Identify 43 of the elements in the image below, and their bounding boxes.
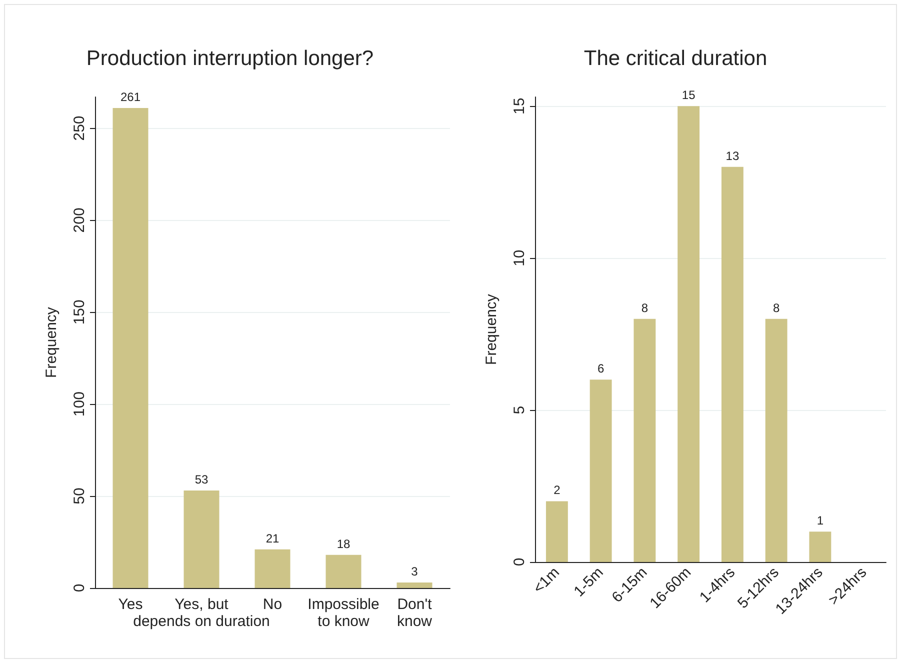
y-axis-title: Frequency [43, 306, 60, 378]
y-tick-label: 250 [71, 116, 88, 141]
bar [765, 318, 788, 562]
data-label: 13 [726, 148, 740, 163]
y-tick-label: 150 [71, 300, 88, 325]
bar [326, 554, 362, 588]
x-tick-label: Impossible to know [308, 596, 380, 630]
y-tick-label: 10 [511, 250, 528, 266]
chart-title: The critical duration [584, 47, 768, 70]
y-tick-label: 100 [71, 392, 88, 417]
x-tick-label: No [262, 596, 282, 613]
x-tick-label: Don't know [396, 596, 433, 630]
bar [254, 549, 290, 588]
data-label: 21 [266, 531, 280, 546]
y-axis-title: Frequency [483, 294, 500, 365]
bar [721, 166, 744, 562]
data-label: 18 [336, 536, 350, 551]
y-tick-label: 0 [511, 558, 528, 566]
data-label: 1 [816, 514, 824, 528]
chart-title: Production interruption longer? [86, 47, 374, 70]
bar [112, 108, 148, 588]
bar [546, 501, 568, 562]
y-tick-label: 200 [71, 208, 88, 233]
data-label: 8 [641, 300, 648, 315]
bar [590, 380, 612, 562]
data-label: 15 [682, 88, 696, 102]
bar [396, 582, 432, 588]
data-label: 6 [597, 362, 604, 376]
data-label: 53 [194, 472, 208, 487]
x-tick-label: Yes [118, 596, 143, 613]
bar [634, 318, 656, 562]
bar [678, 106, 700, 562]
bar [809, 532, 832, 562]
y-tick-label: 15 [511, 98, 528, 114]
data-label: 261 [120, 90, 141, 104]
bar [184, 490, 220, 588]
x-tick-label: <1m [530, 564, 563, 597]
data-label: 8 [772, 300, 780, 315]
data-label: 2 [554, 483, 561, 498]
data-label: 3 [411, 564, 418, 578]
y-tick-label: 0 [71, 584, 88, 592]
y-tick-label: 5 [511, 406, 528, 414]
y-tick-label: 50 [71, 488, 88, 504]
